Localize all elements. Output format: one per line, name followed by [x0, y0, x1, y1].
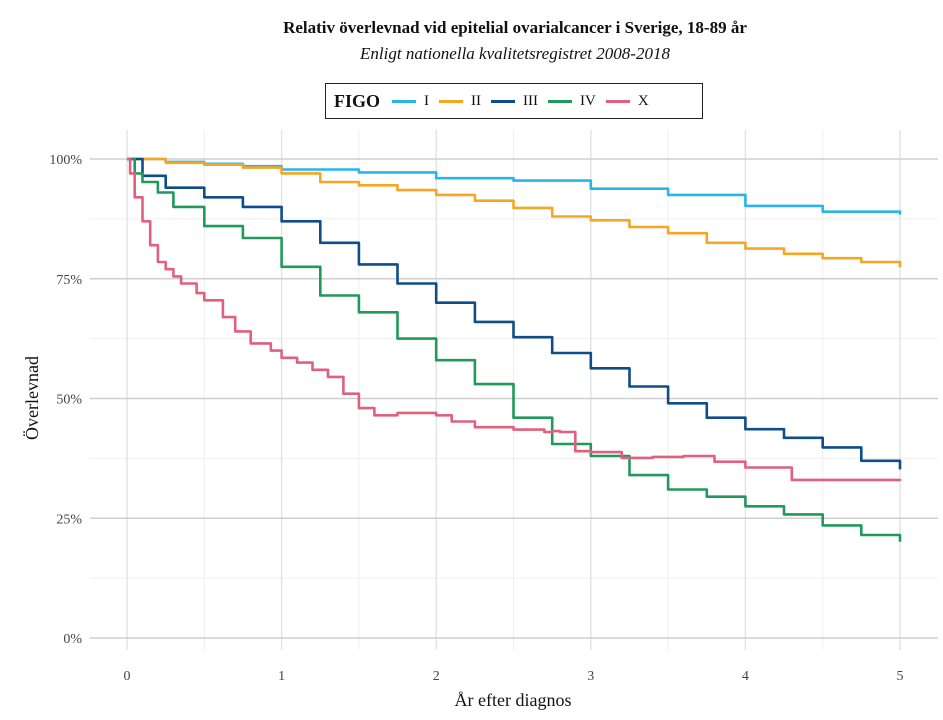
legend-label-ii: II [471, 92, 482, 109]
x-tick-label: 1 [278, 669, 285, 684]
y-tick-label: 100% [49, 153, 82, 168]
legend-item-iv: IV [548, 93, 600, 110]
legend-title: FIGO [334, 90, 381, 111]
legend-item-ii: II [439, 93, 485, 110]
x-tick-label: 3 [587, 669, 594, 684]
legend-swatch-ii [439, 99, 464, 103]
y-tick-label: 25% [56, 512, 82, 527]
y-axis-title: Överlevnad [22, 356, 42, 440]
series-line-x [127, 157, 902, 482]
series-line-iii [127, 157, 902, 470]
series-line-iv [127, 157, 902, 542]
legend-swatch-iii [491, 99, 516, 103]
legend-label-iv: IV [580, 92, 596, 109]
x-tick-label: 5 [897, 669, 904, 684]
legend-swatch-x [605, 99, 630, 103]
chart-subtitle: Enligt nationella kvalitetsregistret 200… [360, 44, 670, 63]
chart-title: Relativ överlevnad vid epitelial ovarial… [283, 18, 747, 37]
legend-item-i: I [392, 93, 433, 110]
legend-swatch-iv [548, 99, 573, 103]
x-tick-label: 4 [742, 669, 749, 684]
x-tick-label: 0 [124, 669, 131, 684]
legend-item-x: X [605, 92, 653, 110]
legend-label-x: X [637, 92, 649, 109]
legend-item-iii: III [491, 93, 542, 110]
y-tick-label: 0% [63, 632, 82, 647]
x-tick-label: 2 [433, 669, 440, 684]
y-tick-label: 75% [56, 273, 82, 288]
x-tick-labels: 0 1 2 3 4 5 [124, 669, 904, 684]
series-lines [127, 157, 902, 542]
legend: FIGO I II III IV X [325, 83, 703, 119]
y-tick-labels: 0% 25% 50% 75% 100% [49, 153, 82, 647]
y-tick-label: 50% [56, 393, 82, 408]
legend-label-i: I [424, 92, 430, 109]
legend-label-iii: III [523, 92, 539, 109]
series-line-ii [127, 157, 902, 268]
x-axis-title: År efter diagnos [455, 690, 572, 710]
legend-swatch-i [392, 99, 417, 103]
